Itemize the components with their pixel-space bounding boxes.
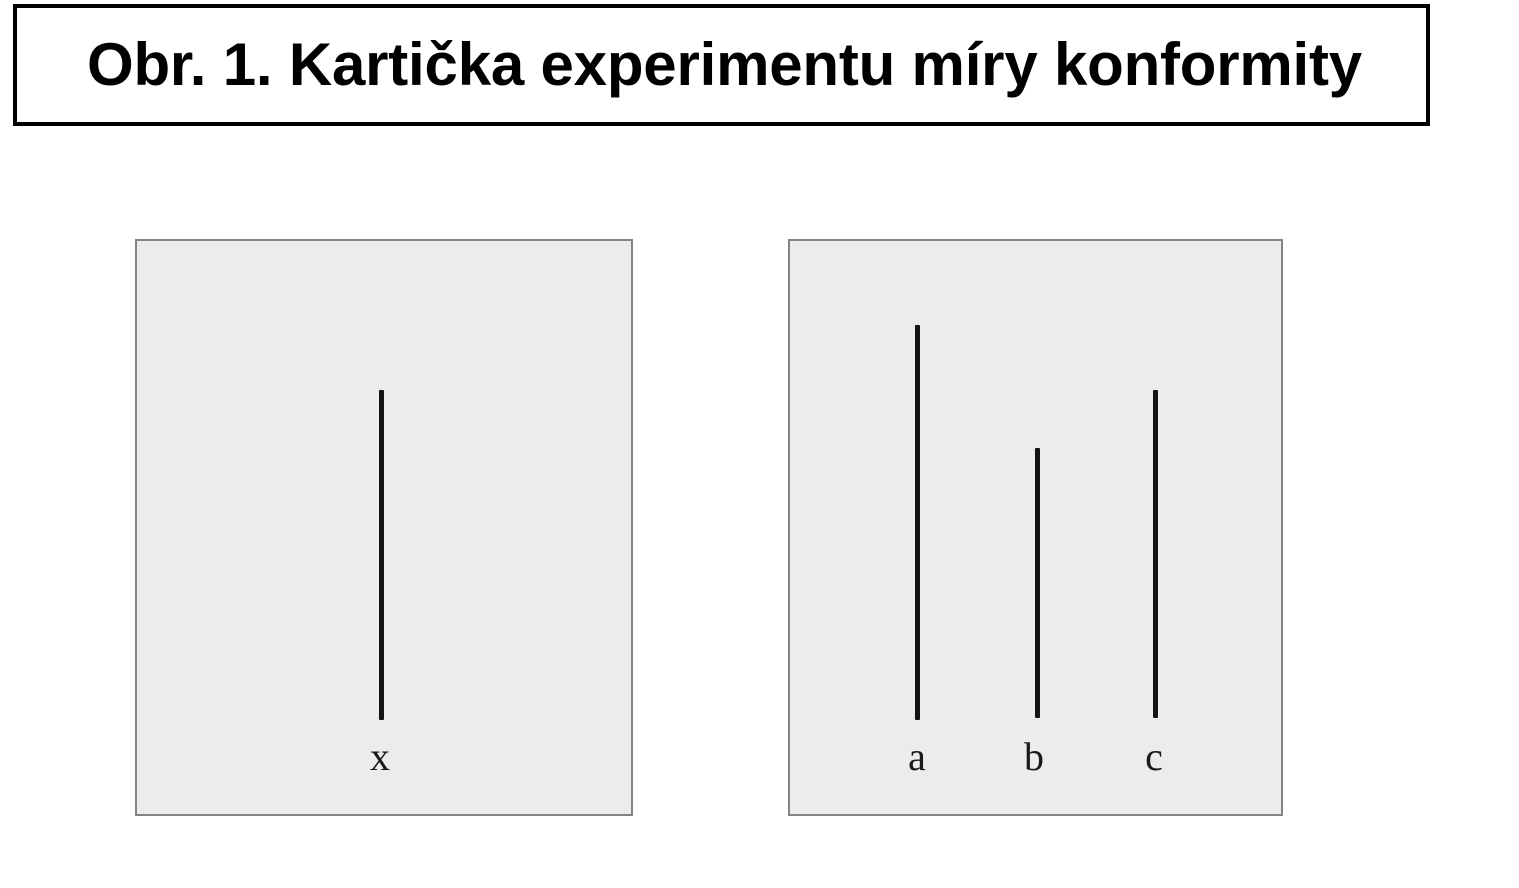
comparison-line-c — [1153, 390, 1158, 718]
comparison-line-a — [915, 325, 920, 720]
figure-title: Obr. 1. Kartička experimentu míry konfor… — [87, 31, 1362, 98]
comparison-line-b — [1035, 448, 1040, 718]
standard-line-x — [379, 390, 384, 720]
line-label-b: b — [1024, 734, 1044, 779]
line-label-a: a — [908, 734, 926, 779]
figure-title-box: Obr. 1. Kartička experimentu míry konfor… — [13, 4, 1430, 126]
line-label-x: x — [370, 734, 390, 779]
standard-card — [135, 239, 633, 816]
line-label-c: c — [1145, 734, 1163, 779]
